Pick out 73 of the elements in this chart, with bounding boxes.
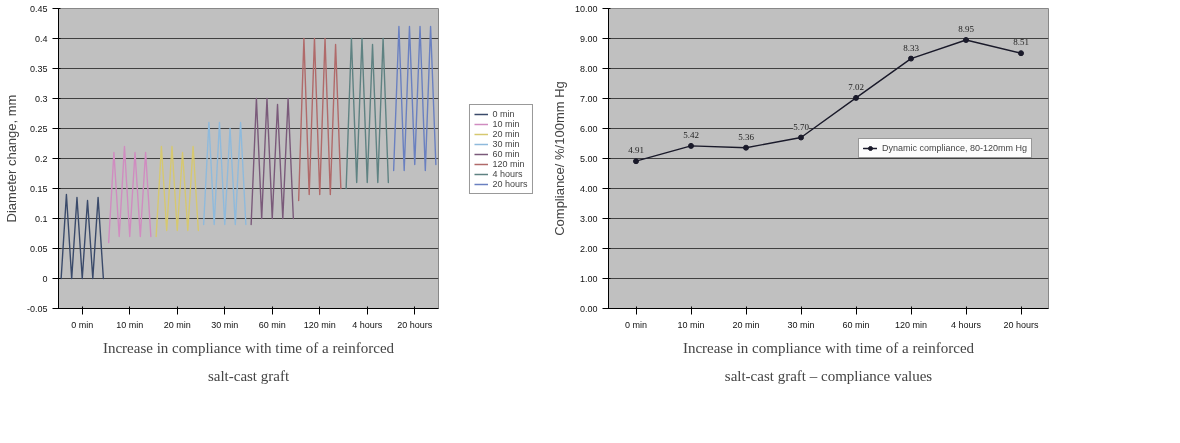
y-tick-label: 10.00 — [574, 3, 598, 14]
y-tick-label: 4.00 — [579, 183, 598, 194]
y-tick-label: 0.05 — [29, 243, 48, 254]
y-axis-title: Compliance/ %/100mm Hg — [551, 81, 567, 236]
point — [633, 158, 639, 165]
y-tick-label: 0.25 — [29, 123, 48, 134]
y-tick-label: 0.00 — [579, 303, 598, 314]
y-tick-label: 1.00 — [579, 273, 598, 284]
line-series — [60, 193, 105, 280]
y-tick-label: -0.05 — [26, 303, 48, 314]
legend-label: 120 min — [492, 159, 525, 169]
legend-label: 4 hours — [492, 169, 523, 179]
y-tick-label: 0.35 — [29, 63, 48, 74]
data-label: 8.33 — [903, 42, 920, 53]
data-label: 8.51 — [1013, 37, 1029, 48]
x-tick-label: 10 min — [116, 319, 144, 330]
point — [963, 37, 969, 43]
line-series — [155, 145, 200, 238]
data-label: 5.36 — [738, 131, 755, 142]
y-tick-label: 0.45 — [29, 3, 48, 14]
y-tick-label: 0.1 — [34, 213, 48, 224]
y-tick-label: 0.3 — [34, 93, 48, 104]
x-tick-label: 20 hours — [1003, 319, 1040, 330]
legend-label: 10 min — [492, 119, 520, 129]
point — [1018, 50, 1024, 57]
legend-label: 20 hours — [492, 179, 528, 189]
y-tick-label: 2.00 — [579, 243, 598, 254]
legend-label: Dynamic compliance, 80-120mm Hg — [882, 143, 1028, 153]
x-tick-label: 4 hours — [352, 319, 383, 330]
data-label: 8.95 — [958, 24, 975, 34]
data-label: 7.02 — [848, 81, 864, 92]
point — [798, 134, 804, 141]
legend-label: 30 min — [492, 139, 520, 149]
point — [743, 144, 749, 151]
data-label: 5.42 — [683, 129, 699, 140]
x-tick-label: 0 min — [625, 319, 648, 330]
y-tick-label: 6.00 — [579, 123, 598, 134]
x-tick-label: 30 min — [211, 319, 239, 330]
y-tick-label: 0 — [42, 273, 48, 284]
y-tick-label: 0.2 — [34, 153, 48, 164]
text: Increase in compliance with time of a reinforced salt-cast graft – compliance values — [682, 339, 975, 384]
x-tick-label: 4 hours — [950, 319, 982, 330]
y-tick-label: 5.00 — [579, 153, 598, 164]
y-axis-title: Diameter change, mm — [3, 94, 19, 223]
line-series — [345, 37, 390, 190]
x-tick-label: 0 min — [71, 319, 94, 330]
text: Increase in compliance with time of a reinforced salt-cast graft — [102, 339, 395, 384]
x-tick-label: 120 min — [894, 319, 928, 330]
y-tick-label: 3.00 — [579, 213, 598, 224]
data-label: 4.91 — [628, 145, 644, 156]
x-tick-label: 30 min — [787, 319, 815, 330]
y-tick-label: 7.00 — [579, 93, 598, 104]
x-tick-label: 20 hours — [397, 319, 433, 330]
y-tick-label: 0.15 — [29, 183, 48, 194]
legend-label: 0 min — [492, 109, 515, 119]
point — [853, 94, 859, 101]
point — [688, 142, 694, 149]
point — [908, 55, 914, 62]
x-tick-label: 20 min — [163, 319, 191, 330]
y-tick-label: 0.4 — [34, 33, 48, 44]
x-tick-label: 60 min — [258, 319, 286, 330]
x-tick-label: 10 min — [677, 319, 705, 330]
y-tick-label: 8.00 — [579, 63, 598, 74]
x-tick-label: 20 min — [732, 319, 760, 330]
data-label: 5.70 — [793, 121, 810, 132]
x-tick-label: 60 min — [842, 319, 870, 330]
line-series — [297, 37, 342, 202]
legend-label: 60 min — [492, 149, 520, 159]
y-tick-label: 9.00 — [579, 33, 598, 44]
x-tick-label: 120 min — [303, 319, 336, 330]
line-series — [107, 145, 152, 244]
line-series — [250, 97, 295, 226]
legend-label: 20 min — [492, 129, 520, 139]
